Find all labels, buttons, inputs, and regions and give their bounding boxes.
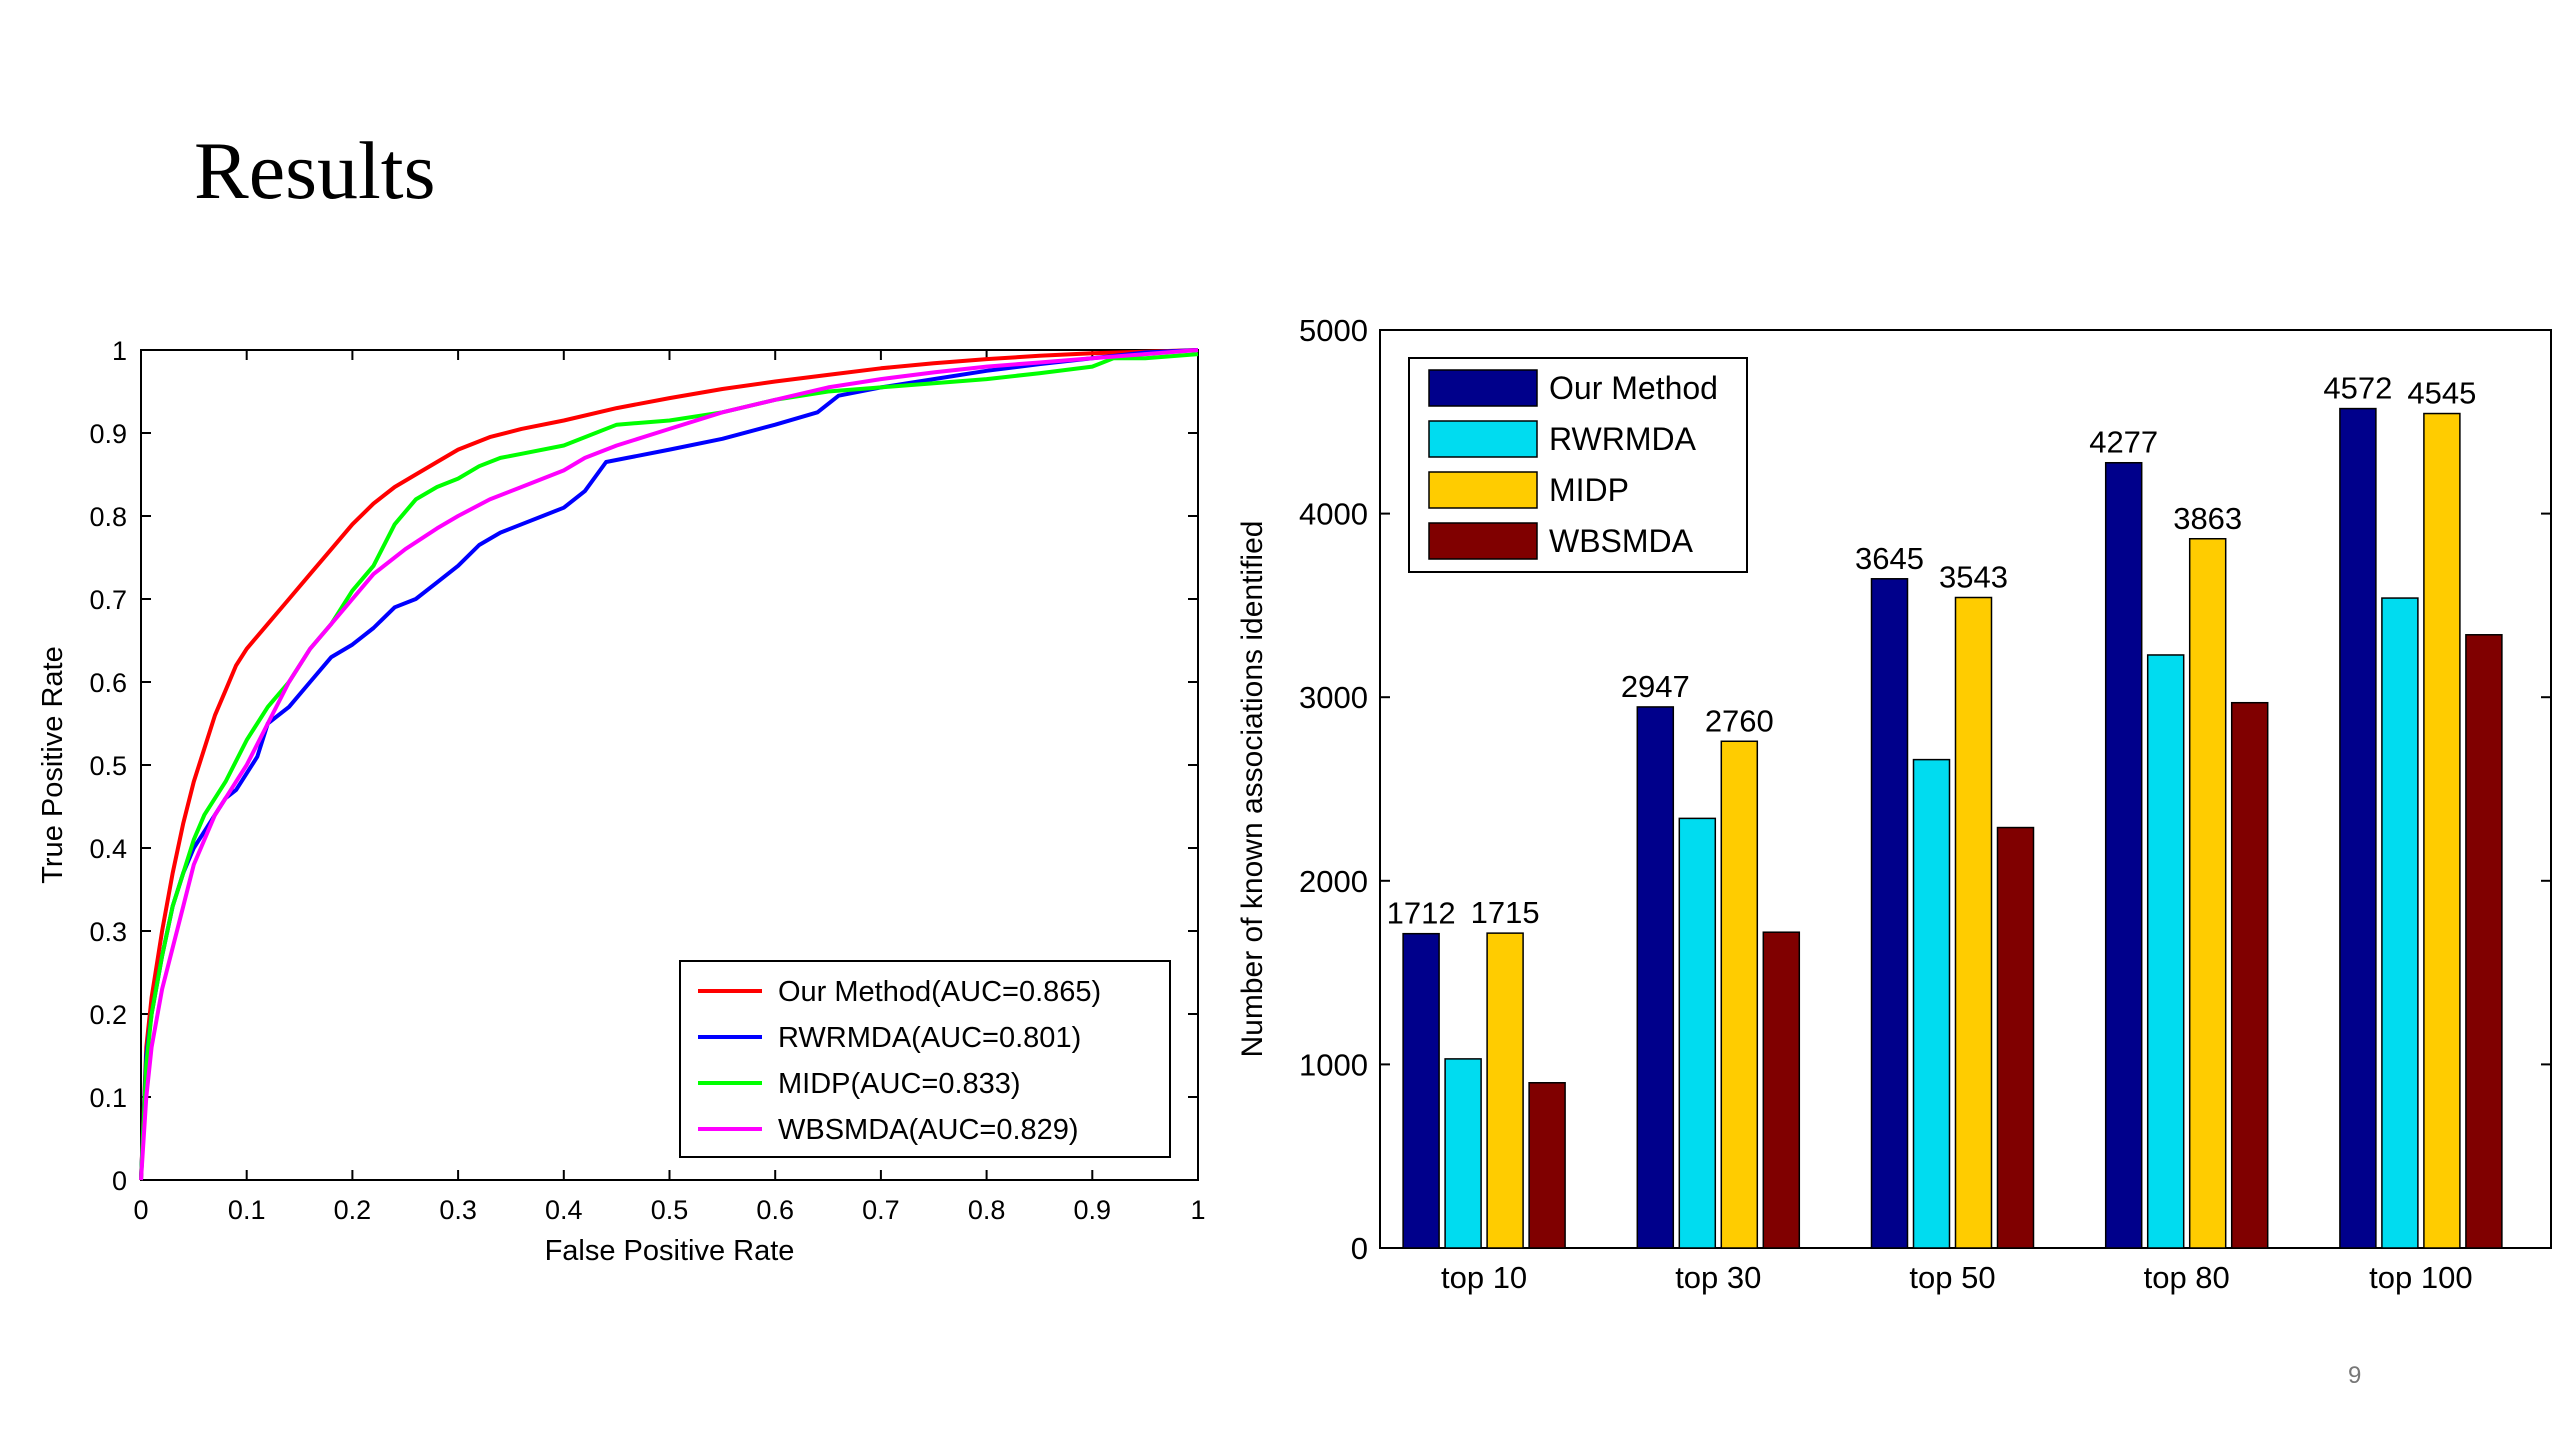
x-tick-label: 0.9 — [1074, 1195, 1112, 1225]
data-label: 4277 — [2089, 425, 2158, 460]
legend-label: WBSMDA — [1549, 523, 1694, 559]
data-label: 1712 — [1387, 896, 1456, 931]
series-line — [139, 348, 1199, 1181]
y-axis-label: Number of known associations identified — [1236, 521, 1269, 1058]
legend-label: RWRMDA — [1549, 421, 1697, 457]
bar — [1912, 758, 1951, 1249]
bar — [2381, 597, 2419, 1249]
y-axis-label: True Positive Rate — [37, 646, 69, 883]
x-tick-label: top 100 — [2369, 1260, 2472, 1295]
bar — [1996, 826, 2035, 1249]
data-label: 4572 — [2323, 371, 2392, 406]
y-tick-label: 0.8 — [89, 502, 127, 532]
x-tick-label: 0.6 — [756, 1195, 794, 1225]
x-tick-label: 0.4 — [545, 1195, 583, 1225]
data-label: 2760 — [1705, 703, 1774, 738]
bar — [1636, 706, 1675, 1249]
bar — [1402, 932, 1440, 1249]
data-label: 4545 — [2407, 376, 2476, 411]
x-tick-label: top 10 — [1441, 1260, 1527, 1295]
bar — [2465, 634, 2503, 1249]
legend-label: MIDP(AUC=0.833) — [778, 1068, 1021, 1100]
legend-swatch — [1428, 522, 1538, 560]
data-label: 2947 — [1621, 669, 1690, 704]
x-tick-label: 1 — [1190, 1195, 1205, 1225]
slide-title: Results — [194, 125, 436, 216]
legend-swatch — [1428, 369, 1538, 407]
page-number: 9 — [2348, 1362, 2362, 1389]
bar — [1444, 1058, 1482, 1249]
x-tick-label: 0.5 — [651, 1195, 689, 1225]
data-label: 1715 — [1471, 895, 1540, 930]
legend-swatch — [1428, 420, 1538, 458]
series-line — [139, 348, 1199, 1181]
data-label: 3543 — [1939, 560, 2008, 595]
legend-swatch — [1428, 471, 1538, 509]
x-tick-label: 0 — [133, 1195, 148, 1225]
x-tick-label: 0.7 — [862, 1195, 900, 1225]
x-tick-label: top 80 — [2144, 1260, 2230, 1295]
bar — [2423, 412, 2461, 1249]
y-tick-label: 0.3 — [89, 917, 127, 947]
x-tick-label: 0.1 — [228, 1195, 266, 1225]
data-label: 3863 — [2173, 501, 2242, 536]
bar — [1954, 596, 1993, 1249]
legend-label: RWRMDA(AUC=0.801) — [778, 1022, 1081, 1054]
y-tick-label: 0 — [112, 1166, 127, 1196]
x-tick-label: 0.3 — [439, 1195, 477, 1225]
y-tick-label: 0.5 — [89, 751, 127, 781]
data-label: 3645 — [1855, 541, 1924, 576]
series-line — [139, 352, 1199, 1181]
y-tick-label: 4000 — [1299, 497, 1368, 532]
legend-label: Our Method — [1549, 370, 1718, 406]
bar — [2339, 407, 2377, 1249]
legend-label: WBSMDA(AUC=0.829) — [778, 1114, 1079, 1146]
y-tick-label: 0.7 — [89, 585, 127, 615]
y-tick-label: 0.1 — [89, 1083, 127, 1113]
y-tick-label: 0.4 — [89, 834, 127, 864]
bar — [2104, 461, 2143, 1249]
bar — [2188, 538, 2227, 1249]
bar — [2146, 654, 2185, 1249]
bar — [1678, 817, 1717, 1249]
bar — [1720, 740, 1759, 1249]
y-tick-label: 3000 — [1299, 680, 1368, 715]
y-tick-label: 0.9 — [89, 419, 127, 449]
y-tick-label: 0.2 — [89, 1000, 127, 1030]
bar — [1870, 578, 1909, 1249]
y-tick-label: 0.6 — [89, 668, 127, 698]
y-tick-label: 1000 — [1299, 1047, 1368, 1082]
legend-label: MIDP — [1549, 472, 1629, 508]
series-line — [139, 348, 1199, 1181]
x-tick-label: 0.2 — [334, 1195, 372, 1225]
legend-label: Our Method(AUC=0.865) — [778, 976, 1101, 1008]
x-tick-label: top 50 — [1909, 1260, 1995, 1295]
x-tick-label: 0.8 — [968, 1195, 1006, 1225]
bar — [1486, 932, 1524, 1249]
x-tick-label: top 30 — [1675, 1260, 1761, 1295]
x-axis-label: False Positive Rate — [545, 1235, 795, 1267]
y-tick-label: 1 — [112, 336, 127, 366]
y-tick-label: 5000 — [1299, 313, 1368, 348]
roc-legend — [679, 960, 1171, 1158]
bar — [1528, 1082, 1566, 1249]
y-tick-label: 0 — [1351, 1231, 1368, 1266]
bar — [2230, 701, 2269, 1249]
bar — [1762, 931, 1801, 1249]
y-tick-label: 2000 — [1299, 864, 1368, 899]
